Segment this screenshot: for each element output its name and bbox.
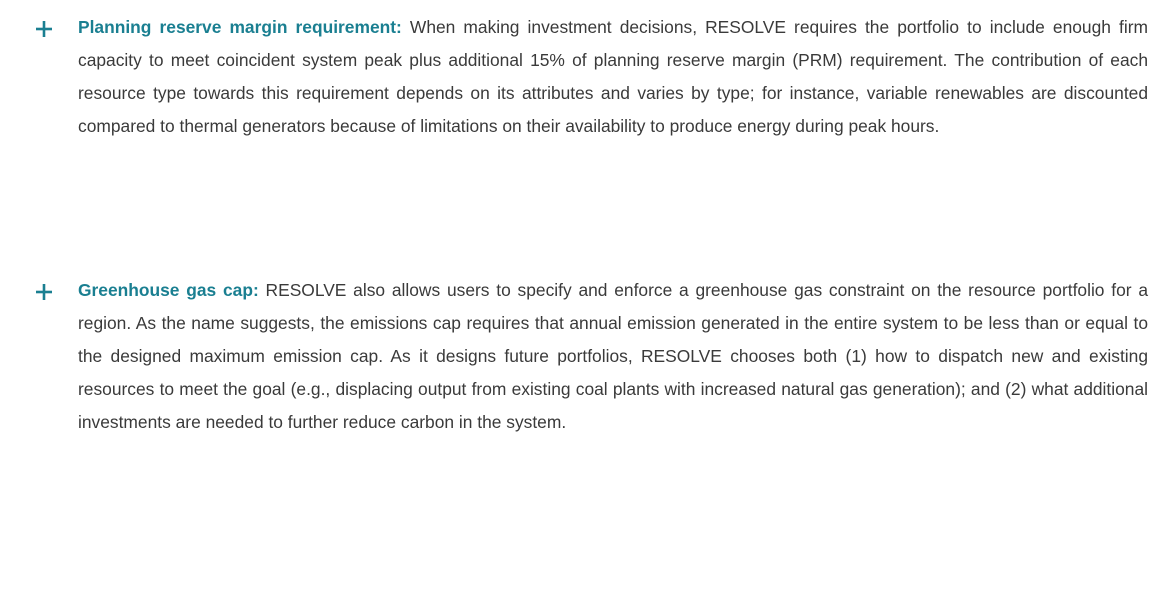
- item-title: Greenhouse gas cap:: [78, 280, 259, 300]
- item-text: When making investment decisions, RESOLV…: [78, 17, 1148, 136]
- item-text: RESOLVE also allows users to specify and…: [78, 280, 1148, 432]
- bullet-icon: [36, 284, 52, 300]
- list-item: Planning reserve margin requirement: Whe…: [78, 11, 1148, 143]
- item-title: Planning reserve margin requirement:: [78, 17, 402, 37]
- bullet-icon: [36, 21, 52, 37]
- list-item: Greenhouse gas cap: RESOLVE also allows …: [78, 274, 1148, 439]
